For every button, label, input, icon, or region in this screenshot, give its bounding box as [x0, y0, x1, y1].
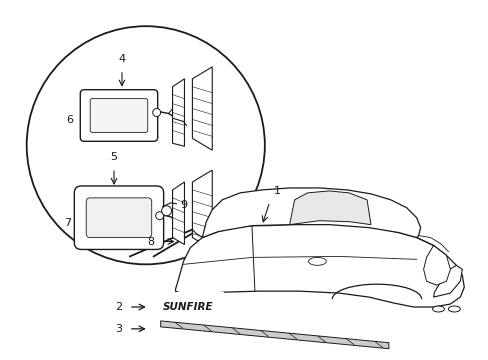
Polygon shape — [172, 79, 184, 146]
Circle shape — [152, 109, 161, 117]
Text: 4: 4 — [118, 54, 125, 64]
Polygon shape — [192, 170, 212, 249]
Ellipse shape — [447, 306, 459, 312]
FancyBboxPatch shape — [74, 186, 163, 249]
Text: 6: 6 — [66, 116, 73, 126]
Circle shape — [155, 212, 163, 220]
Polygon shape — [192, 67, 212, 150]
Polygon shape — [423, 246, 449, 285]
Text: 3: 3 — [115, 324, 122, 334]
Polygon shape — [130, 220, 215, 256]
Ellipse shape — [308, 257, 325, 265]
Polygon shape — [172, 182, 184, 244]
Polygon shape — [175, 224, 463, 307]
Text: 2: 2 — [115, 302, 122, 312]
FancyBboxPatch shape — [90, 99, 147, 132]
Text: SUNFIRE: SUNFIRE — [163, 302, 213, 312]
Circle shape — [27, 26, 264, 264]
FancyBboxPatch shape — [86, 198, 151, 238]
Polygon shape — [202, 188, 420, 238]
Text: 1: 1 — [273, 186, 280, 196]
Text: 9: 9 — [180, 200, 187, 210]
Ellipse shape — [432, 306, 444, 312]
Polygon shape — [289, 191, 370, 225]
Polygon shape — [433, 265, 461, 297]
Polygon shape — [161, 321, 388, 349]
Text: 5: 5 — [110, 152, 117, 162]
FancyBboxPatch shape — [80, 90, 157, 141]
Text: 8: 8 — [147, 237, 154, 247]
Text: 7: 7 — [64, 218, 71, 228]
Circle shape — [162, 206, 171, 216]
